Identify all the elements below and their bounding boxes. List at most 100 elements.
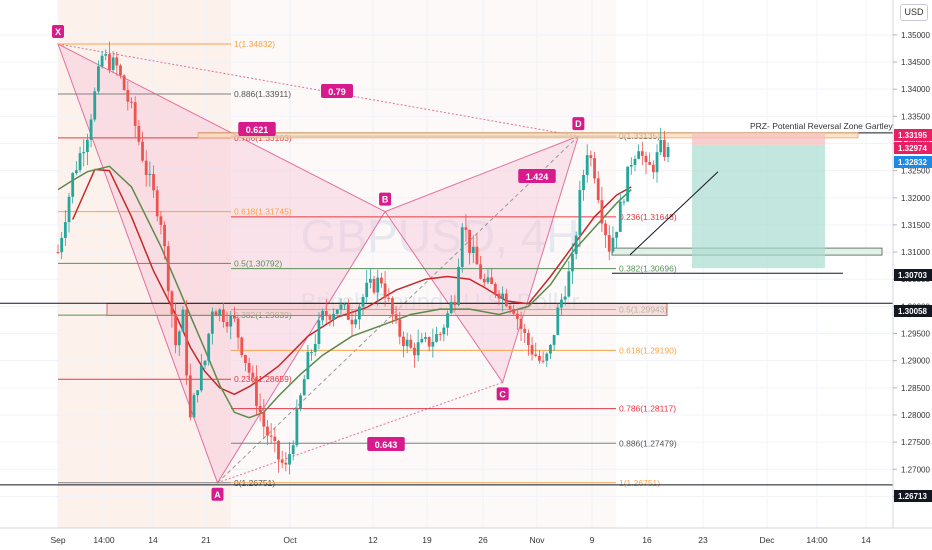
candle (346, 298, 350, 321)
candle (229, 310, 233, 340)
candle-body (188, 375, 192, 418)
candle-body (302, 379, 306, 396)
candle (350, 309, 354, 336)
candle (538, 350, 541, 364)
candle (486, 269, 490, 285)
candle-body (637, 151, 641, 159)
candle (141, 131, 144, 163)
price-tick-label: 1.28500 (901, 384, 930, 393)
candle-body (438, 334, 442, 336)
candle-body (343, 304, 347, 306)
candle-body (354, 319, 358, 325)
candle (225, 311, 229, 333)
ratio-label: 0.621 (246, 125, 269, 135)
candle (413, 342, 416, 368)
candle-body (471, 246, 475, 253)
candle-body (431, 341, 435, 347)
price-badge (894, 305, 932, 317)
candle-body (640, 151, 644, 156)
ratio-badge (367, 437, 405, 451)
candle-body (368, 278, 372, 283)
candle (122, 74, 126, 91)
candle-body (357, 306, 361, 320)
candle (464, 214, 468, 242)
price-tick-label: 1.34000 (901, 85, 930, 94)
candle (354, 312, 358, 329)
candle-body (339, 304, 343, 310)
candle-body (552, 334, 556, 345)
candle-body (236, 318, 240, 338)
candle-body (74, 170, 78, 174)
candle (578, 180, 582, 248)
candle (552, 334, 556, 352)
fib-right-label: 0.786(1.28117) (619, 404, 676, 414)
candle (361, 293, 365, 316)
candle-body (332, 313, 336, 320)
candle (515, 309, 519, 330)
time-tick-label: Sep (50, 535, 65, 545)
candle (574, 231, 578, 260)
candle (74, 161, 78, 176)
candle (177, 329, 181, 356)
candle-body (119, 65, 122, 76)
candle (563, 285, 567, 306)
candle (185, 300, 189, 385)
candle-body (607, 235, 611, 252)
candle (593, 151, 596, 184)
candle (365, 269, 369, 303)
candle (174, 302, 177, 354)
candle (659, 127, 663, 156)
price-badge (894, 129, 932, 141)
price-badge (894, 269, 932, 281)
candle-body (372, 278, 376, 293)
candle-body (126, 90, 130, 102)
candle-body (611, 237, 615, 252)
candle (508, 304, 512, 314)
candle (119, 63, 122, 79)
candle (383, 270, 387, 307)
candle-body (324, 310, 328, 317)
time-tick-label: 19 (422, 535, 432, 545)
point-label-d: D (575, 119, 582, 129)
candle (640, 141, 644, 166)
candle (67, 192, 71, 233)
candle-body (346, 304, 350, 320)
candle (409, 334, 413, 349)
candle (666, 142, 670, 163)
watermark-symbol: GBPUSD, 4H (301, 210, 580, 262)
candle (435, 326, 438, 343)
candle-body (361, 297, 365, 307)
candle-body (247, 363, 251, 373)
candle-body (549, 344, 552, 354)
prz-zone (197, 132, 859, 139)
time-tick-label: Oct (283, 535, 297, 545)
candle-body (453, 301, 457, 306)
candle (133, 96, 137, 138)
point-marker-x (52, 25, 64, 38)
candle-body (585, 155, 589, 175)
candle (387, 288, 391, 302)
ratio-label: 1.424 (526, 172, 549, 182)
candle-body (214, 311, 218, 316)
candle (626, 166, 630, 202)
candle (60, 231, 64, 260)
candle-body (497, 293, 501, 299)
price-badge (894, 142, 932, 154)
candle-body (457, 266, 460, 306)
price-badge-label: 1.32832 (898, 158, 927, 167)
candle-body (651, 164, 655, 173)
candle-body (596, 178, 600, 201)
currency-button[interactable]: USD (900, 4, 928, 21)
candle (137, 119, 141, 146)
point-marker-a (211, 487, 224, 501)
candle-body (405, 339, 409, 347)
candle-body (291, 445, 295, 455)
ratio-badge (321, 84, 353, 98)
candle-body (622, 201, 626, 203)
candle (571, 243, 574, 284)
candle-body (545, 353, 549, 361)
time-tick-label: 14:00 (806, 535, 828, 545)
candle (482, 273, 486, 287)
candle (82, 139, 86, 167)
